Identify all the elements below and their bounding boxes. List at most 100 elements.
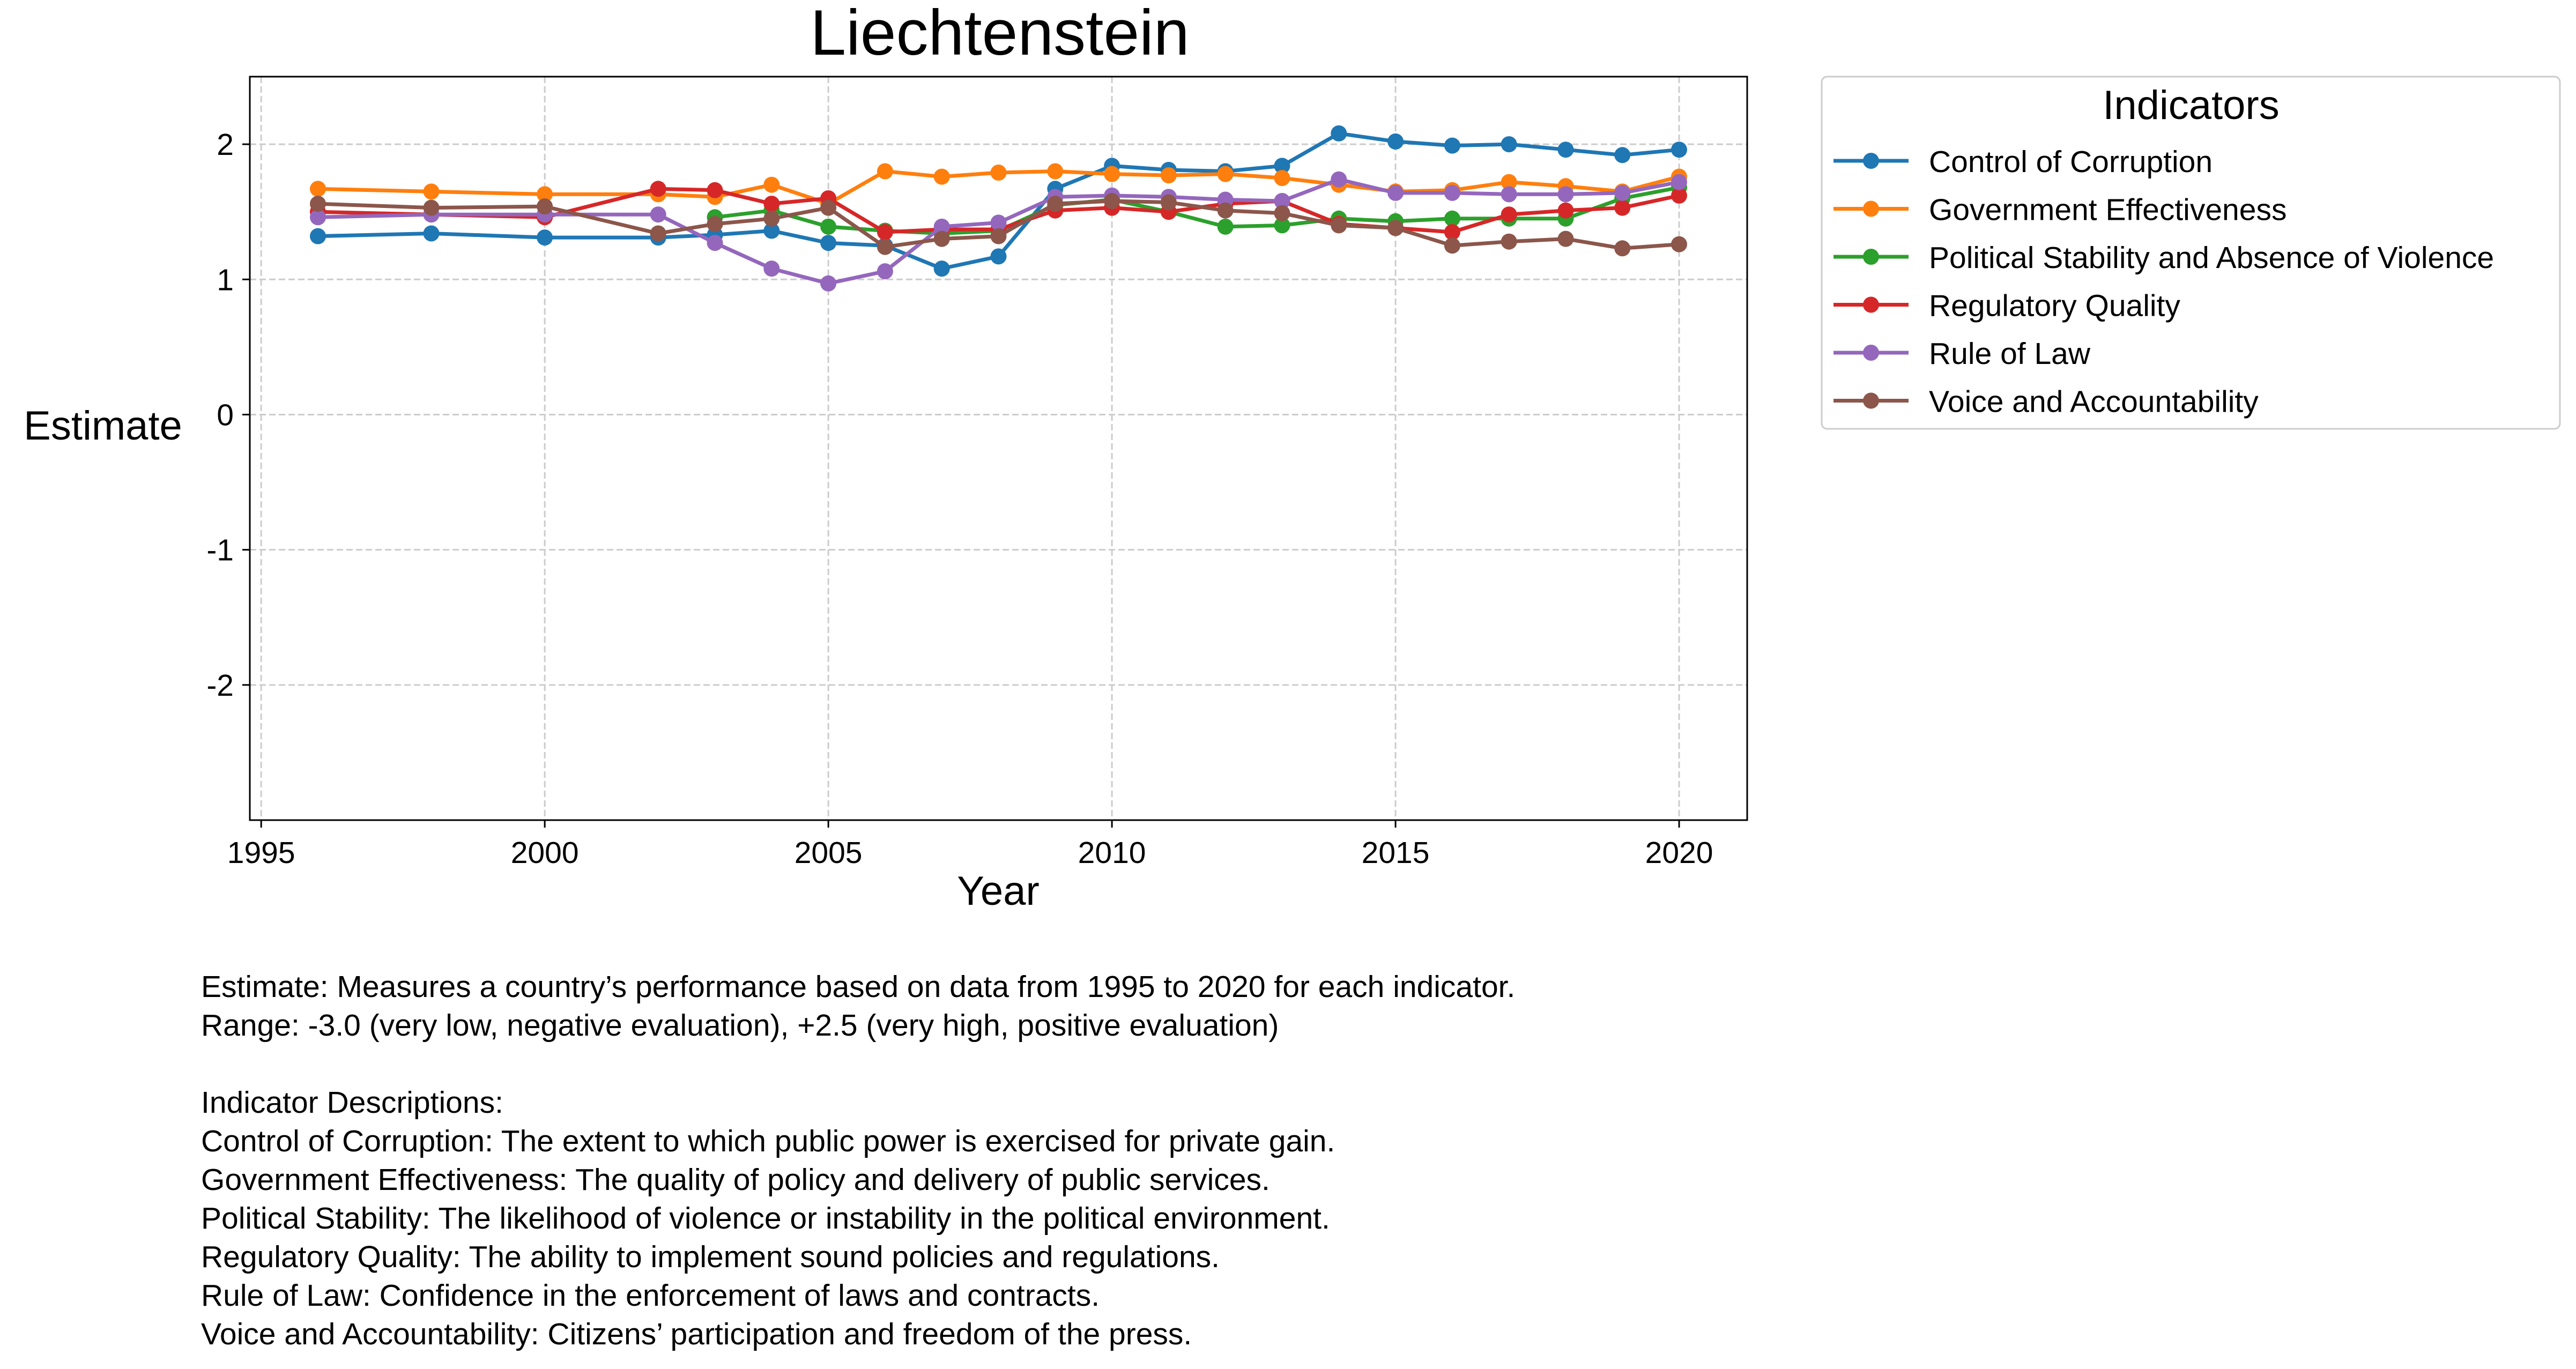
data-point	[1557, 186, 1574, 203]
data-point	[990, 214, 1007, 231]
description-control-of-corruption: Control of Corruption: The extent to whi…	[201, 1124, 1335, 1158]
x-tick-label: 2020	[1645, 836, 1713, 870]
data-point	[1501, 174, 1517, 190]
data-point	[1047, 163, 1064, 180]
legend-label: Government Effectiveness	[1929, 193, 2287, 227]
data-point	[1671, 236, 1687, 252]
data-point	[1671, 187, 1687, 204]
description-political-stability: Political Stability: The likelihood of v…	[201, 1201, 1330, 1236]
legend-item-control-of-corruption: Control of Corruption	[1833, 145, 2213, 179]
data-point	[820, 199, 837, 216]
data-point	[1444, 137, 1460, 154]
data-point	[1387, 220, 1404, 236]
data-point	[1331, 125, 1347, 142]
data-point	[707, 182, 723, 198]
data-point	[1501, 233, 1517, 250]
data-point	[1160, 167, 1177, 184]
data-point	[537, 198, 553, 215]
data-point	[1387, 133, 1404, 150]
data-point	[1274, 217, 1290, 234]
data-point	[1331, 171, 1347, 188]
legend-label: Control of Corruption	[1929, 145, 2213, 179]
legend-label: Political Stability and Absence of Viole…	[1929, 241, 2494, 275]
data-point	[877, 239, 893, 255]
legend-item-rule-of-law: Rule of Law	[1833, 337, 2091, 371]
data-point	[1274, 158, 1290, 174]
description-voice-and-accountability: Voice and Accountability: Citizens’ part…	[201, 1317, 1192, 1351]
data-point	[877, 263, 893, 280]
series-line	[317, 169, 1680, 206]
legend-marker	[1863, 153, 1879, 169]
legend-item-voice-and-accountability: Voice and Accountability	[1833, 385, 2259, 419]
data-point	[1557, 202, 1574, 219]
data-point	[1160, 194, 1177, 211]
legend-label: Voice and Accountability	[1929, 385, 2259, 419]
data-point	[1104, 193, 1120, 209]
data-point	[877, 163, 893, 180]
legend-items: Control of Corruption Government Effectiv…	[1833, 145, 2494, 419]
legend-marker	[1863, 392, 1879, 409]
legend-label: Regulatory Quality	[1929, 289, 2180, 323]
legend-label: Rule of Law	[1929, 337, 2091, 371]
legend-item-regulatory-quality: Regulatory Quality	[1833, 289, 2180, 323]
legend-item-political-stability-and-absence-of-violence: Political Stability and Absence of Viole…	[1833, 241, 2494, 275]
chart-notes: Estimate: Measures a country’s performan…	[201, 968, 2345, 1353]
series-government-effectiveness	[310, 163, 1687, 212]
data-point	[310, 196, 326, 212]
data-point	[820, 235, 837, 251]
data-point	[1387, 184, 1404, 201]
legend-marker	[1863, 296, 1879, 313]
y-tick-label: -2	[206, 668, 234, 703]
notes-spacer	[201, 1045, 2345, 1083]
data-point	[1047, 196, 1064, 212]
estimate-note: Estimate: Measures a country’s performan…	[201, 970, 1516, 1004]
data-point	[650, 181, 666, 197]
description-rule-of-law: Rule of Law: Confidence in the enforceme…	[201, 1278, 1100, 1313]
data-point	[990, 248, 1007, 265]
data-point	[1444, 237, 1460, 254]
description-government-effectiveness: Government Effectiveness: The quality of…	[201, 1163, 1270, 1197]
data-point	[1274, 205, 1290, 221]
chart-title: Liechtenstein	[810, 0, 1189, 69]
y-axis-label: Estimate	[24, 403, 182, 449]
series-voice-and-accountability	[310, 193, 1687, 257]
series-line	[715, 185, 1680, 235]
data-point	[707, 215, 723, 232]
y-tick-label: -1	[206, 533, 234, 568]
x-axis-label: Year	[957, 868, 1040, 914]
range-note: Range: -3.0 (very low, negative evaluati…	[201, 1008, 1279, 1043]
data-point	[990, 165, 1007, 181]
data-point	[537, 186, 553, 203]
data-point	[933, 218, 950, 235]
data-point	[1614, 184, 1631, 201]
x-tick-label: 2000	[511, 836, 579, 870]
series-line	[317, 131, 1680, 271]
legend-title: Indicators	[2103, 83, 2280, 128]
x-tick-label: 2015	[1362, 836, 1430, 870]
data-point	[1501, 206, 1517, 223]
data-point	[1671, 174, 1687, 190]
data-point	[1501, 186, 1517, 203]
series-layer	[310, 125, 1687, 292]
data-point	[1557, 142, 1574, 158]
data-point	[1217, 202, 1234, 219]
y-tick-label: 1	[217, 263, 234, 297]
data-point	[707, 235, 723, 251]
plot-frame	[249, 76, 1748, 821]
data-point	[820, 275, 837, 292]
data-point	[877, 224, 893, 240]
grid	[250, 77, 1747, 820]
series-line	[317, 187, 1680, 234]
legend-marker	[1863, 200, 1879, 217]
data-point	[763, 176, 780, 193]
legend-marker	[1863, 345, 1879, 361]
data-point	[1557, 230, 1574, 247]
data-point	[990, 228, 1007, 244]
data-point	[1444, 224, 1460, 240]
x-tick-label: 2010	[1078, 836, 1146, 870]
x-tick-label: 2005	[795, 836, 863, 870]
data-point	[1501, 136, 1517, 153]
data-point	[1444, 184, 1460, 201]
y-tick-label: 2	[217, 128, 234, 162]
descriptions-heading: Indicator Descriptions:	[201, 1085, 503, 1120]
